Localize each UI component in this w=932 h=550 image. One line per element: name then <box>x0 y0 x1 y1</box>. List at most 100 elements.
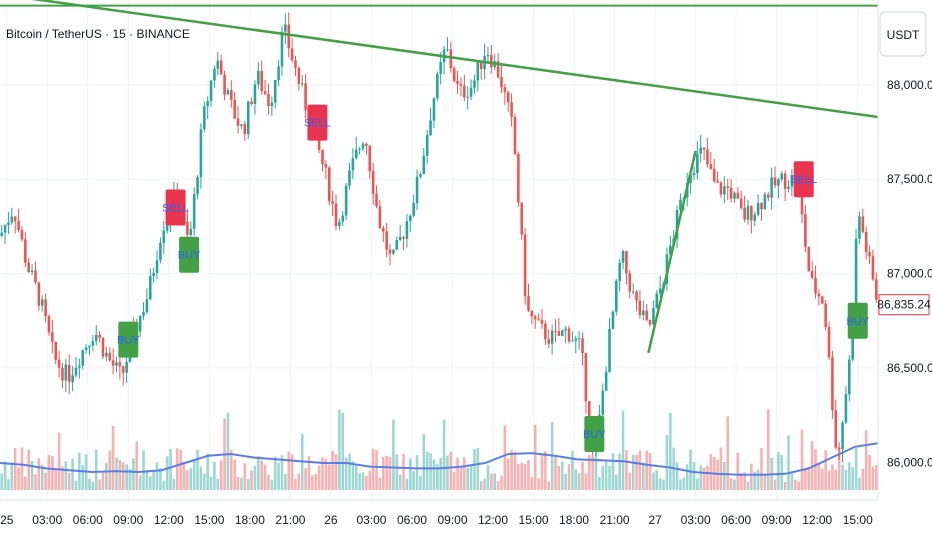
volume-bar <box>179 449 182 490</box>
signal-label: BUY <box>178 250 201 262</box>
volume-bar <box>392 419 395 490</box>
volume-bar <box>733 479 736 490</box>
time-tick-label: 09:00 <box>437 513 467 527</box>
volume-bar <box>665 434 669 490</box>
candle-body <box>213 68 216 81</box>
candle-body <box>756 202 760 215</box>
signal-badge-box <box>584 415 605 452</box>
volume-bar <box>398 474 402 490</box>
candle-body <box>719 182 723 195</box>
candle-body <box>557 331 561 336</box>
volume-bar <box>409 458 412 490</box>
sell-signal-badge[interactable]: SELL <box>162 189 189 226</box>
candle-body <box>267 93 270 106</box>
volume-bar <box>121 462 125 490</box>
volume-bar <box>263 464 267 490</box>
volume-bar <box>756 469 760 490</box>
volume-bar <box>257 456 260 490</box>
candle-body <box>510 102 513 118</box>
volume-bar <box>3 461 7 490</box>
volume-bar <box>476 447 480 490</box>
candle-body <box>439 62 442 74</box>
volume-bar <box>40 464 44 490</box>
volume-bar <box>510 449 513 490</box>
volume-bar <box>240 477 243 490</box>
volume-bar <box>108 450 112 490</box>
candle-body <box>118 362 122 367</box>
candle-body <box>17 221 20 230</box>
candle-body <box>260 70 263 92</box>
buy-signal-badge[interactable]: BUY <box>583 415 606 452</box>
volume-bar <box>7 479 10 490</box>
volume-bar <box>277 462 280 490</box>
candle-body <box>7 222 10 226</box>
candle-body <box>611 311 615 329</box>
candle-body <box>263 91 267 94</box>
downtrend-line[interactable] <box>0 0 879 119</box>
volume-bar <box>284 473 287 490</box>
volume-bars <box>0 409 878 490</box>
volume-bar <box>98 479 101 490</box>
time-tick-label: 12:00 <box>478 513 508 527</box>
candle-body <box>787 186 790 189</box>
volume-bar <box>787 435 790 490</box>
candle-body <box>138 315 142 332</box>
candle-body <box>810 271 814 278</box>
candle-body <box>40 299 44 306</box>
buy-signal-badge[interactable]: BUY <box>178 236 201 273</box>
volume-bar <box>101 471 105 490</box>
volume-bar <box>868 454 871 490</box>
candle-body <box>773 177 777 186</box>
candle-body <box>61 367 64 381</box>
candle-body <box>554 330 557 332</box>
volume-bar <box>706 466 709 490</box>
candle-body <box>679 199 682 211</box>
volume-bar <box>750 463 753 490</box>
candle-body <box>405 221 409 239</box>
sell-signal-badge[interactable]: SELL <box>790 161 817 198</box>
candle-body <box>692 173 696 176</box>
candle-body <box>631 291 635 293</box>
symbol-title[interactable]: Bitcoin / TetherUS · 15 · BINANCE <box>6 27 190 41</box>
time-tick-label: 26 <box>324 513 338 527</box>
volume-bar <box>64 461 68 490</box>
volume-bar <box>47 455 51 490</box>
volume-bar <box>520 463 524 490</box>
volume-bar <box>834 469 838 490</box>
uptrend-line[interactable] <box>647 150 697 354</box>
time-axis-ticks[interactable]: 25 03:00 06:00 09:00 12:00 15:00 18:00 21:00 26 0… <box>0 513 873 527</box>
buy-signal-badge[interactable]: BUY <box>846 302 870 339</box>
candle-body <box>344 185 348 216</box>
volume-bar <box>591 455 594 490</box>
volume-bar <box>132 458 135 490</box>
signal-badges: BUY SELL BUY SELL BUY SELL BUY <box>117 104 870 452</box>
time-tick-label: 21:00 <box>275 513 305 527</box>
volume-bar <box>230 450 233 490</box>
candle-body <box>385 231 388 250</box>
candle-body <box>699 147 702 154</box>
candle-body <box>273 79 277 103</box>
candle-body <box>304 83 307 111</box>
candle-body <box>777 179 780 186</box>
candle-body <box>199 129 203 178</box>
volume-bar <box>469 466 473 490</box>
candle-body <box>88 345 91 348</box>
candle-body <box>381 228 385 232</box>
candle-body <box>338 221 341 227</box>
volume-bar <box>246 479 250 490</box>
price-axis-panel[interactable] <box>878 0 932 550</box>
volume-bar <box>327 464 331 490</box>
volume-bar <box>344 457 348 490</box>
candle-body <box>530 310 534 317</box>
volume-bar <box>780 454 784 490</box>
volume-bar <box>297 473 301 490</box>
volume-bar <box>314 474 318 490</box>
candle-body <box>375 193 378 207</box>
sell-signal-badge[interactable]: SELL <box>304 104 331 141</box>
currency-selector-button[interactable] <box>879 11 927 57</box>
buy-signal-badge[interactable]: BUY <box>117 321 140 358</box>
volume-bar <box>817 464 821 490</box>
candle-body <box>675 210 679 239</box>
candle-body <box>327 167 331 202</box>
